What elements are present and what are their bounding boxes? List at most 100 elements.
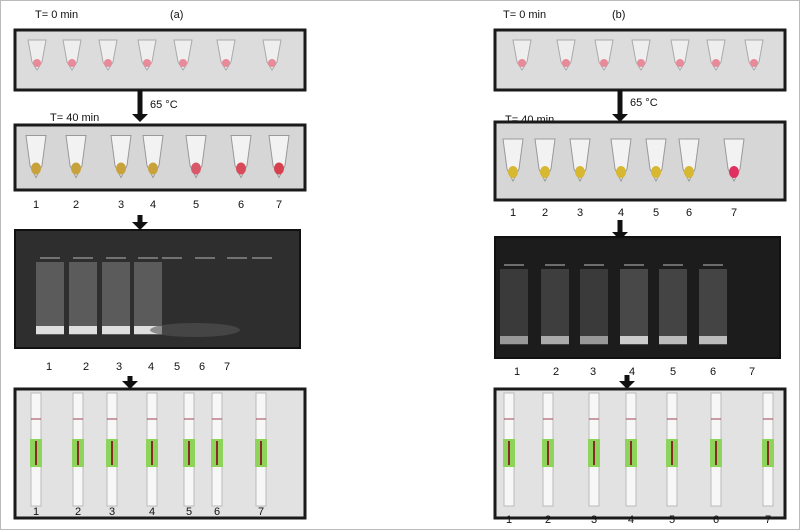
strip-lane-label: 7 (258, 506, 264, 518)
gel-smear (659, 269, 687, 345)
temperature: 65 °C (630, 97, 658, 109)
tube-lane-label: 7 (731, 207, 737, 219)
tube-liquid (191, 162, 201, 175)
panel-label: (a) (170, 9, 183, 21)
gel-lane-label: 5 (670, 366, 676, 378)
tube-liquid (651, 166, 661, 178)
tube-liquid (274, 162, 284, 175)
tube-liquid (540, 166, 550, 178)
strip-lane-label: 2 (545, 514, 551, 526)
gel-smear (699, 269, 727, 345)
gel-smear (69, 262, 97, 335)
tube-liquid (562, 59, 570, 67)
strip-lane-label: 4 (149, 506, 155, 518)
strip-lane-label: 3 (591, 514, 597, 526)
panel-label: (b) (612, 9, 625, 21)
arrow (624, 375, 630, 382)
gel-smear (36, 262, 64, 335)
gel-band (699, 336, 727, 344)
tube-liquid (33, 59, 41, 67)
arrow (137, 215, 143, 223)
tube-lane-label: 4 (618, 207, 624, 219)
gel-lane-label: 6 (199, 361, 205, 373)
gel-band (500, 336, 528, 344)
temperature: 65 °C (150, 99, 178, 111)
tube-liquid (222, 59, 230, 67)
arrow-head (132, 222, 148, 230)
strip-lane-label: 5 (669, 514, 675, 526)
tube-lane-label: 6 (238, 199, 244, 211)
tube-liquid (684, 166, 694, 178)
tube-liquid (104, 59, 112, 67)
gel-lane-label: 7 (224, 361, 230, 373)
tube-liquid (676, 59, 684, 67)
strip-lane-label: 3 (109, 506, 115, 518)
arrow (137, 90, 143, 115)
tube-lane-label: 3 (577, 207, 583, 219)
tube-liquid (518, 59, 526, 67)
tube-liquid (508, 166, 518, 178)
strip-lane-label: 4 (628, 514, 634, 526)
tube-liquid (268, 59, 276, 67)
tube-lane-label: 1 (510, 207, 516, 219)
tube-liquid (71, 162, 81, 175)
tube-liquid (179, 59, 187, 67)
tube-liquid (68, 59, 76, 67)
strip-lane-label: 7 (765, 514, 771, 526)
tube-liquid (143, 59, 151, 67)
gel-lane-label: 4 (148, 361, 154, 373)
gel-lane-label: 2 (83, 361, 89, 373)
tube-lane-label: 7 (276, 199, 282, 211)
strip-lane-label: 1 (506, 514, 512, 526)
gel-lane-label: 6 (710, 366, 716, 378)
tube-liquid (600, 59, 608, 67)
gel-lane-label: 3 (590, 366, 596, 378)
tube-liquid (31, 162, 41, 175)
strip-lane-label: 1 (33, 506, 39, 518)
gel-lane-label: 2 (553, 366, 559, 378)
gel-band (36, 326, 64, 334)
gel-band (541, 336, 569, 344)
tube-lane-label: 5 (193, 199, 199, 211)
tube-liquid (616, 166, 626, 178)
gel-band (102, 326, 130, 334)
tube-lane-label: 6 (686, 207, 692, 219)
gel-band (69, 326, 97, 334)
arrow (617, 90, 623, 115)
strip-lane-label: 2 (75, 506, 81, 518)
start-time: T= 0 min (503, 9, 546, 21)
gel-band (659, 336, 687, 344)
gel-smear (620, 269, 648, 345)
gel-lane-label: 1 (514, 366, 520, 378)
gel-smear (102, 262, 130, 335)
gel-band (620, 336, 648, 344)
tube-liquid (637, 59, 645, 67)
arrow-head (132, 114, 148, 122)
strip-lane-label: 6 (713, 514, 719, 526)
arrow-head (122, 381, 138, 389)
arrow (617, 220, 623, 233)
tube-liquid (116, 162, 126, 175)
gel-lane-label: 3 (116, 361, 122, 373)
tube-liquid (729, 166, 739, 178)
gel-band (134, 326, 162, 334)
gel-smear (580, 269, 608, 345)
tube-lane-label: 2 (73, 199, 79, 211)
tube-liquid (236, 162, 246, 175)
gel-lane-label: 1 (46, 361, 52, 373)
gel-lane-label: 4 (629, 366, 635, 378)
gel-smear (500, 269, 528, 345)
tube-liquid (750, 59, 758, 67)
tube-liquid (148, 162, 158, 175)
tube-lane-label: 4 (150, 199, 156, 211)
tube-lane-label: 5 (653, 207, 659, 219)
gel-smear (541, 269, 569, 345)
tube-liquid (575, 166, 585, 178)
tube-lane-label: 3 (118, 199, 124, 211)
tube-lane-label: 1 (33, 199, 39, 211)
strip-photo (493, 387, 787, 520)
tube-photo-start (13, 28, 307, 92)
strip-lane-label: 5 (186, 506, 192, 518)
tube-lane-label: 2 (542, 207, 548, 219)
